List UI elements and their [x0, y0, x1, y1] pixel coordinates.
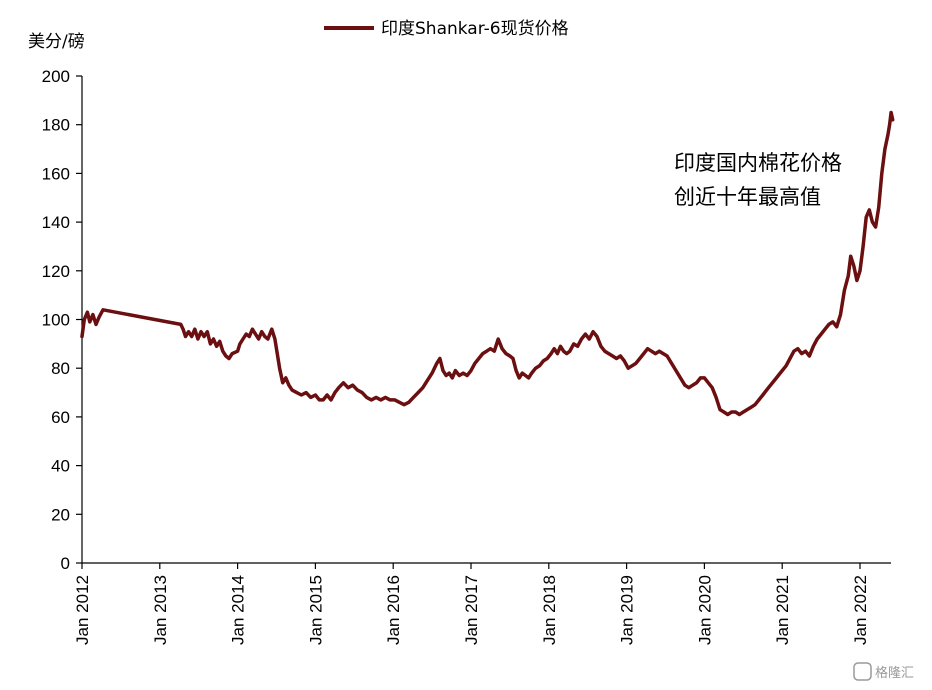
watermark: 格隆汇 — [853, 662, 914, 681]
y-tick-label: 200 — [42, 67, 70, 86]
series-line-shankar6 — [80, 110, 895, 417]
x-tick-label: Jan 2013 — [151, 575, 170, 645]
x-tick-label: Jan 2018 — [540, 575, 559, 645]
x-tick-label: Jan 2017 — [462, 575, 481, 645]
y-tick-label: 100 — [42, 311, 70, 330]
legend: 印度Shankar-6现货价格 — [324, 19, 569, 39]
y-tick-label: 80 — [51, 359, 70, 378]
x-tick-label: Jan 2019 — [618, 575, 637, 645]
y-tick-label: 60 — [51, 408, 70, 427]
legend-label: 印度Shankar-6现货价格 — [381, 19, 569, 39]
y-ticks: 0 20 40 60 80 100 120 140 160 180 200 — [42, 67, 82, 573]
x-tick-label: Jan 2020 — [695, 575, 714, 645]
x-tick-label: Jan 2022 — [851, 575, 870, 645]
annotation-line-1: 印度国内棉花价格 — [674, 151, 842, 175]
x-tick-label: Jan 2021 — [773, 575, 792, 645]
annotation-line-2: 创近十年最高值 — [674, 185, 821, 209]
y-tick-label: 20 — [51, 505, 70, 524]
x-tick-label: Jan 2014 — [229, 575, 248, 645]
y-axis-label: 美分/磅 — [28, 32, 85, 52]
y-tick-label: 40 — [51, 457, 70, 476]
y-tick-label: 180 — [42, 116, 70, 135]
watermark-logo-icon — [853, 662, 872, 681]
x-tick-label: Jan 2012 — [73, 575, 92, 645]
x-tick-label: Jan 2015 — [306, 575, 325, 645]
x-tick-label: Jan 2016 — [384, 575, 403, 645]
watermark-text: 格隆汇 — [875, 665, 914, 681]
y-tick-label: 140 — [42, 213, 70, 232]
y-tick-label: 120 — [42, 262, 70, 281]
x-ticks: Jan 2012 Jan 2013 Jan 2014 Jan 2015 Jan 2016… — [73, 563, 870, 645]
y-tick-label: 160 — [42, 164, 70, 183]
y-tick-label: 0 — [61, 554, 70, 573]
